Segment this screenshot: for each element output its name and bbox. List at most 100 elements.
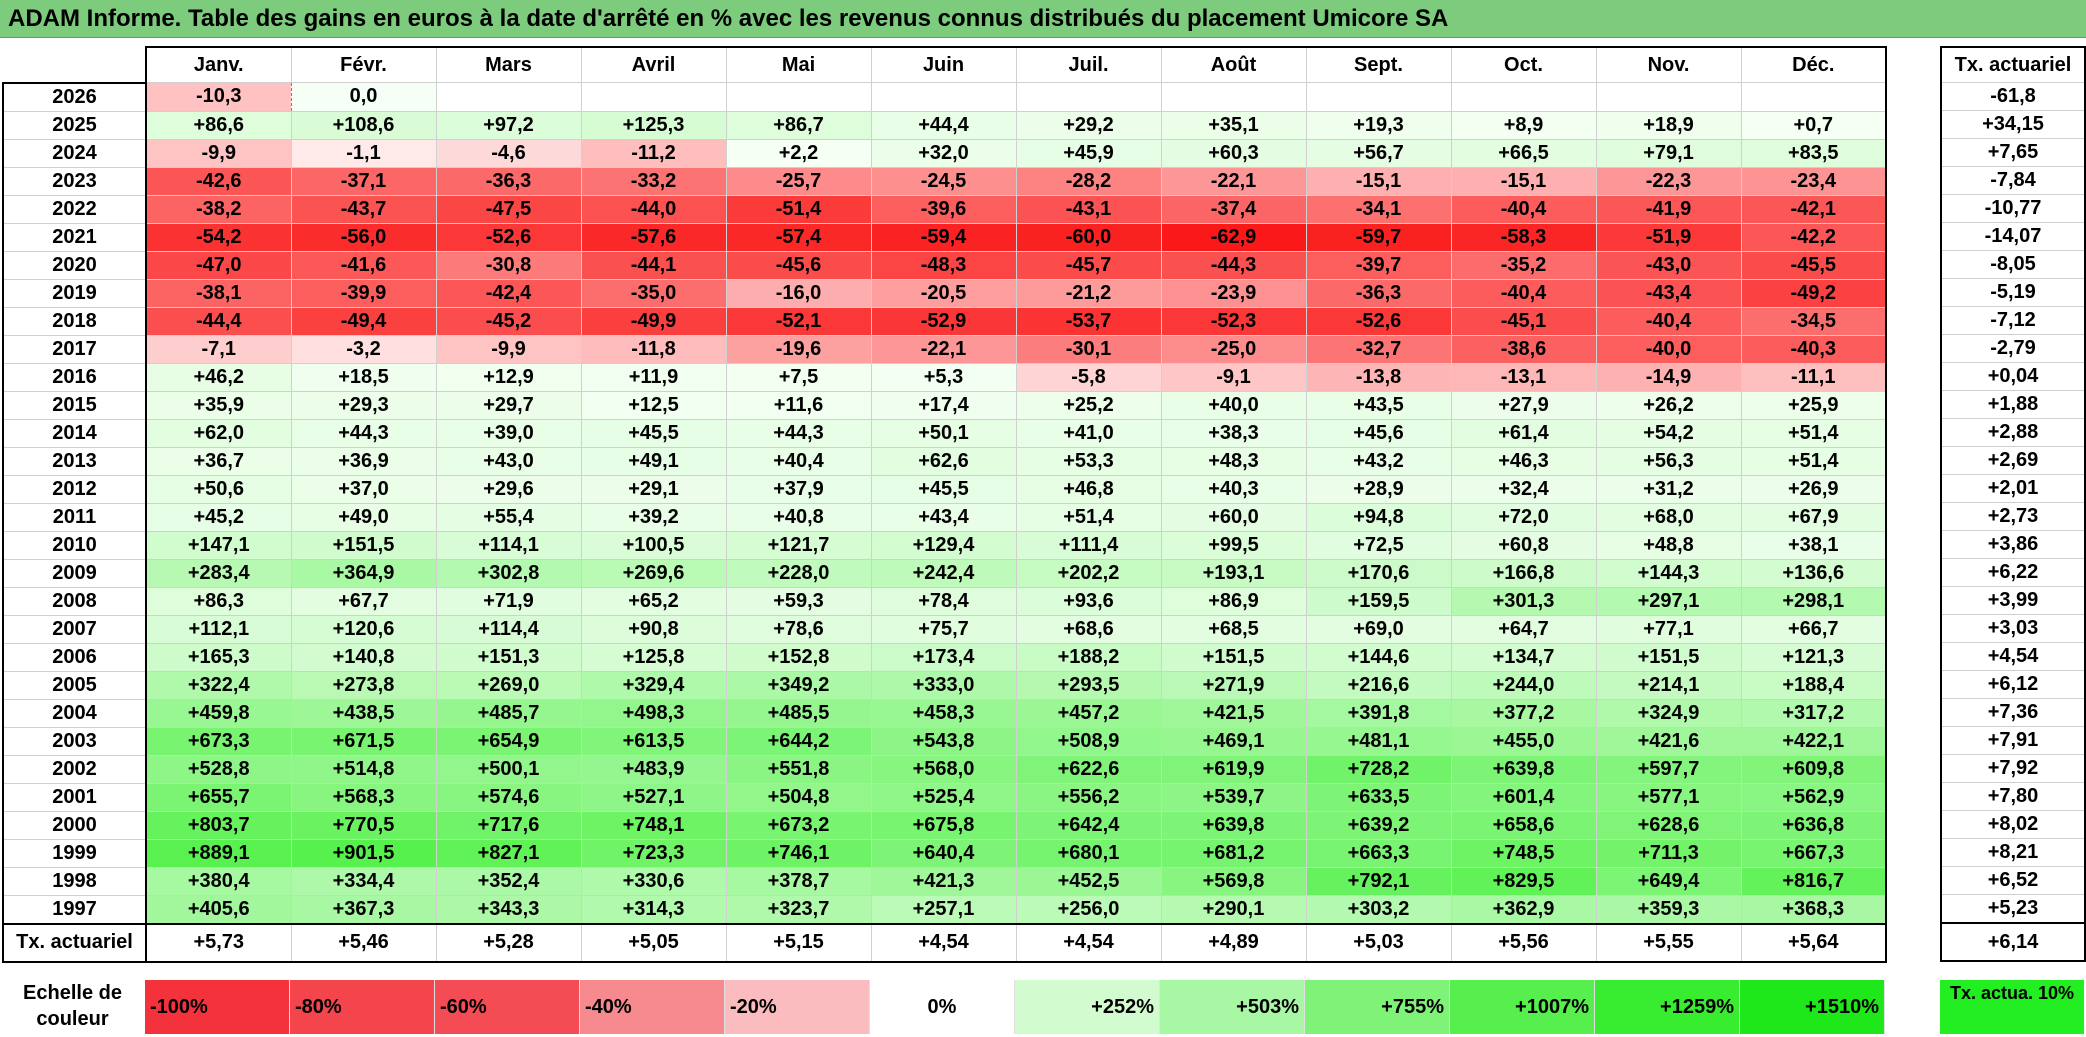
- gain-cell: +37,0: [291, 475, 437, 504]
- gain-cell: +273,8: [291, 671, 437, 700]
- gain-cell: +46,8: [1016, 475, 1162, 504]
- gain-cell: -23,4: [1741, 167, 1887, 196]
- color-scale-swatch: -60%: [435, 980, 580, 1034]
- table-row: 2005 +322,4 +273,8 +269,0 +329,4 +349,2 +333,0…: [2, 671, 1887, 700]
- gain-cell: +597,7: [1596, 755, 1742, 784]
- gain-cell: -45,1: [1451, 307, 1597, 336]
- gain-cell: -40,4: [1596, 307, 1742, 336]
- rate-row: +2,69: [1940, 446, 2086, 475]
- gain-cell: -30,8: [436, 251, 582, 280]
- gain-cell: +60,8: [1451, 531, 1597, 560]
- totals-rate-cell: +6,14: [1940, 922, 2086, 962]
- rate-table: Tx. actuariel -61,8 +34,15 +7,65 -7,84 -10,77…: [1940, 46, 2086, 962]
- gain-cell: +290,1: [1161, 895, 1307, 925]
- gain-cell: -40,4: [1451, 279, 1597, 308]
- rate-row: -14,07: [1940, 222, 2086, 251]
- gain-cell: +663,3: [1306, 839, 1452, 868]
- gain-cell: -36,3: [1306, 279, 1452, 308]
- gain-cell: +748,1: [581, 811, 727, 840]
- gain-cell: +673,2: [726, 811, 872, 840]
- totals-cell: +5,05: [581, 922, 727, 963]
- gain-cell: -59,4: [871, 223, 1017, 252]
- gain-cell: +525,4: [871, 783, 1017, 812]
- rate-row: +7,92: [1940, 754, 2086, 783]
- table-row: 2011 +45,2 +49,0 +55,4 +39,2 +40,8 +43,4 +51,4 +…: [2, 503, 1887, 532]
- year-label: 2003: [2, 727, 147, 756]
- gain-cell: +323,7: [726, 895, 872, 925]
- year-label: 2011: [2, 503, 147, 532]
- color-scale-legend: Echelle de couleur -100% -80% -60% -40% -20%…: [0, 980, 1910, 1034]
- month-header: Avril: [581, 46, 727, 83]
- gain-cell: +770,5: [291, 811, 437, 840]
- rate-cell: +1,88: [1940, 390, 2086, 419]
- gain-cell: +40,3: [1161, 475, 1307, 504]
- gain-cell: +655,7: [146, 783, 292, 812]
- gain-cell: +56,7: [1306, 139, 1452, 168]
- color-scale-swatch: +1007%: [1450, 980, 1595, 1034]
- gain-cell: +675,8: [871, 811, 1017, 840]
- gain-cell: +38,1: [1741, 531, 1887, 560]
- gain-cell: +613,5: [581, 727, 727, 756]
- year-label: 2026: [2, 82, 147, 112]
- gain-cell: +129,4: [871, 531, 1017, 560]
- gain-cell: -57,4: [726, 223, 872, 252]
- gain-cell: +391,8: [1306, 699, 1452, 728]
- gain-cell: +44,4: [871, 111, 1017, 140]
- rate-cell: -2,79: [1940, 334, 2086, 363]
- gain-cell: -13,1: [1451, 363, 1597, 392]
- table-row: 1999 +889,1 +901,5 +827,1 +723,3 +746,1 +640,4…: [2, 839, 1887, 868]
- year-label: 2014: [2, 419, 147, 448]
- month-header: Janv.: [146, 46, 292, 83]
- gain-cell: -37,1: [291, 167, 437, 196]
- totals-cell: +5,28: [436, 922, 582, 963]
- gain-cell: -3,2: [291, 335, 437, 364]
- gain-cell: +68,5: [1161, 615, 1307, 644]
- gain-cell: +324,9: [1596, 699, 1742, 728]
- gain-cell: +78,4: [871, 587, 1017, 616]
- gain-cell: +94,8: [1306, 503, 1452, 532]
- gain-cell: +86,9: [1161, 587, 1307, 616]
- rate-cell: +7,36: [1940, 698, 2086, 727]
- gain-cell: +644,2: [726, 727, 872, 756]
- month-header: Mars: [436, 46, 582, 83]
- gain-cell: +68,6: [1016, 615, 1162, 644]
- gain-cell: +329,4: [581, 671, 727, 700]
- gain-cell: +112,1: [146, 615, 292, 644]
- gain-cell: +152,8: [726, 643, 872, 672]
- gain-cell: +165,3: [146, 643, 292, 672]
- gain-cell: +628,6: [1596, 811, 1742, 840]
- rate-cell: +5,23: [1940, 894, 2086, 924]
- gain-cell: +283,4: [146, 559, 292, 588]
- gain-cell: +29,6: [436, 475, 582, 504]
- color-scale-swatch: -40%: [580, 980, 725, 1034]
- gain-cell: +901,5: [291, 839, 437, 868]
- gain-cell: -51,4: [726, 195, 872, 224]
- gain-cell: +368,3: [1741, 895, 1887, 925]
- table-row: 2009 +283,4 +364,9 +302,8 +269,6 +228,0 +242,4…: [2, 559, 1887, 588]
- table-row: 2008 +86,3 +67,7 +71,9 +65,2 +59,3 +78,4 +93,6 +…: [2, 587, 1887, 616]
- month-header: Mai: [726, 46, 872, 83]
- gain-cell: -43,1: [1016, 195, 1162, 224]
- gain-cell: -42,1: [1741, 195, 1887, 224]
- table-row: 2004 +459,8 +438,5 +485,7 +498,3 +485,5 +458,3…: [2, 699, 1887, 728]
- rate-cell: +4,54: [1940, 642, 2086, 671]
- rate-cell: +2,73: [1940, 502, 2086, 531]
- gain-cell: +380,4: [146, 867, 292, 896]
- gain-cell: -44,4: [146, 307, 292, 336]
- gain-cell: -25,0: [1161, 335, 1307, 364]
- gain-cell: +45,2: [146, 503, 292, 532]
- gain-cell: [726, 82, 872, 112]
- gain-cell: +455,0: [1451, 727, 1597, 756]
- gain-cell: +577,1: [1596, 783, 1742, 812]
- color-scale-swatch: +1510%: [1740, 980, 1885, 1034]
- color-scale-swatch: +252%: [1015, 980, 1160, 1034]
- gain-cell: -49,9: [581, 307, 727, 336]
- gain-cell: +317,2: [1741, 699, 1887, 728]
- gain-cell: +349,2: [726, 671, 872, 700]
- gain-cell: +36,9: [291, 447, 437, 476]
- gain-cell: -41,6: [291, 251, 437, 280]
- year-label: 2023: [2, 167, 147, 196]
- gain-cell: +19,3: [1306, 111, 1452, 140]
- gain-cell: +65,2: [581, 587, 727, 616]
- gain-cell: +37,9: [726, 475, 872, 504]
